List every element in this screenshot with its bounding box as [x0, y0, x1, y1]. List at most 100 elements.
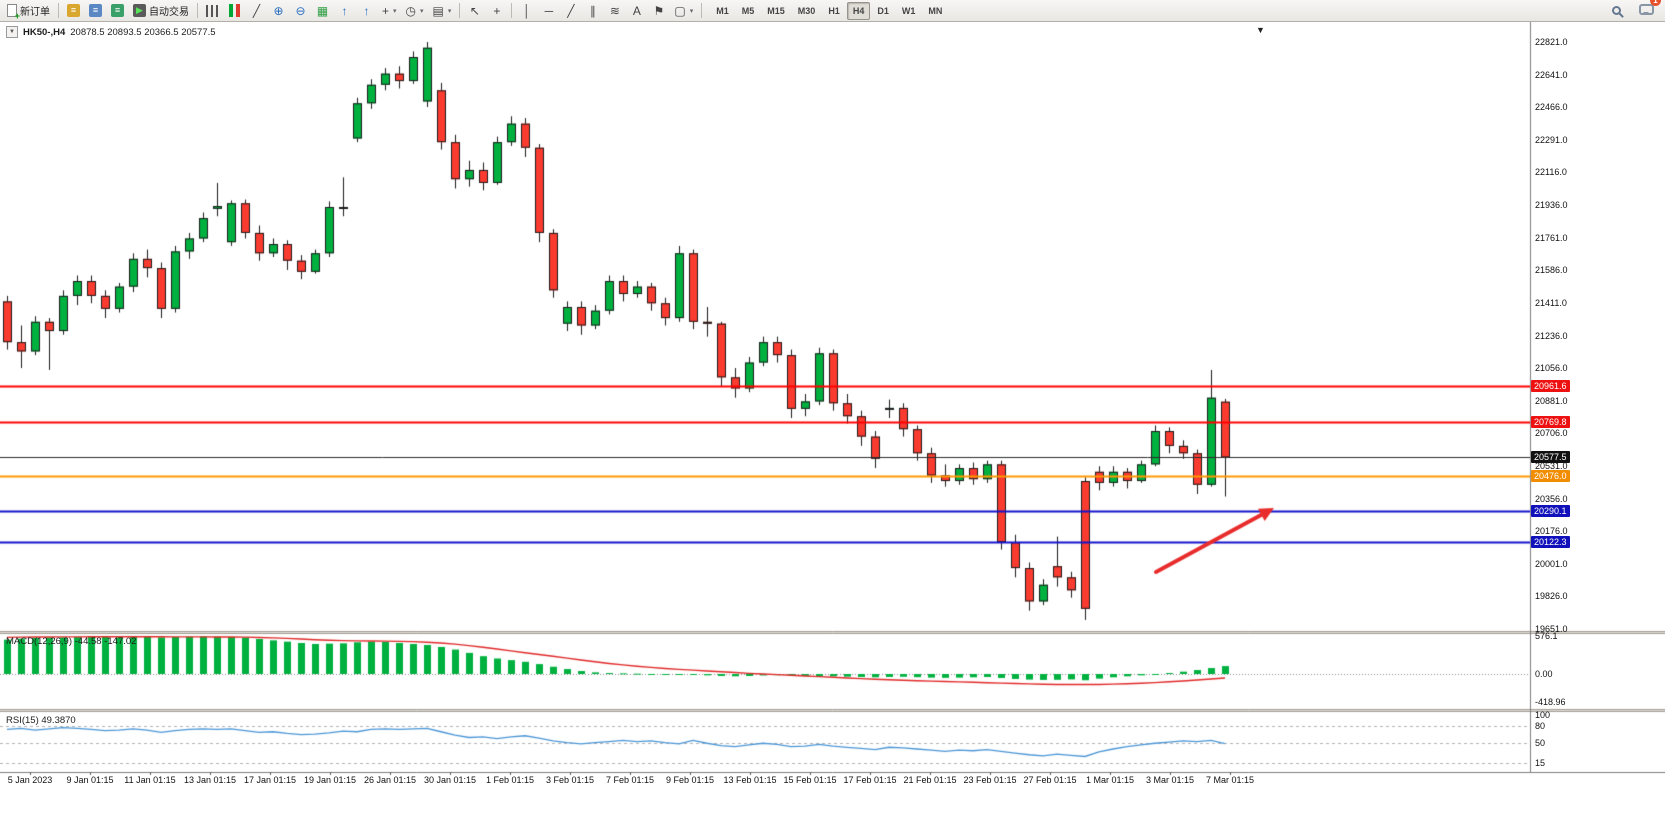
template-icon: ▤	[432, 3, 444, 18]
cursor-icon: ↖	[469, 3, 480, 18]
chevron-down-icon: ▾	[447, 7, 452, 15]
price-tag: 20290.1	[1531, 504, 1570, 517]
fibonacci-icon: ≋	[609, 3, 620, 18]
timeframe-button-m5[interactable]: M5	[736, 2, 761, 20]
time-axis-label: 5 Jan 2023	[7, 775, 53, 785]
price-tag: 20577.5	[1531, 451, 1570, 464]
timeframe-toolbar: M1 M5 M15 M30 H1 H4 D1 W1 MN	[710, 1, 948, 20]
time-axis-label: 7 Mar 01:15	[1205, 775, 1255, 785]
autotrading-button[interactable]: ▶ 自动交易	[129, 1, 193, 21]
bar-chart-button[interactable]	[202, 1, 223, 21]
time-axis-label: 3 Mar 01:15	[1145, 775, 1195, 785]
autotrading-icon: ▶	[133, 4, 146, 17]
horizontal-line-button[interactable]: ─	[538, 1, 559, 21]
tile-windows-button[interactable]: ▦	[312, 1, 333, 21]
new-order-button[interactable]: 新订单	[3, 1, 54, 21]
period-selector-button[interactable]: ◷ ▾	[402, 1, 428, 21]
price-axis-label: 22291.0	[1535, 134, 1568, 145]
price-tag: 20961.6	[1531, 380, 1570, 393]
channel-icon: ∥	[589, 3, 596, 18]
search-button[interactable]	[1606, 1, 1627, 21]
text-tool-icon: A	[632, 3, 641, 18]
rsi-scale-label: 50	[1535, 738, 1546, 749]
horizontal-line-icon: ─	[544, 3, 554, 18]
market-watch-button[interactable]: ≡	[63, 1, 84, 21]
time-axis-label: 13 Jan 01:15	[183, 775, 237, 785]
rsi-scale-label: 100	[1535, 709, 1551, 720]
toolbar-separator	[511, 3, 513, 18]
new-order-label: 新订单	[20, 7, 50, 18]
line-chart-button[interactable]: ╱	[246, 1, 267, 21]
crosshair-icon: +	[493, 3, 501, 18]
price-axis-label: 21411.0	[1535, 297, 1567, 308]
time-axis-label: 21 Feb 01:15	[903, 775, 957, 785]
price-axis-label: 20706.0	[1535, 428, 1568, 439]
price-axis-label: 22821.0	[1535, 37, 1568, 47]
navigator-button[interactable]: ≡	[107, 1, 128, 21]
time-axis-label: 30 Jan 01:15	[423, 775, 477, 785]
navigator-icon: ≡	[111, 4, 124, 17]
timeframe-button-m15[interactable]: M15	[761, 2, 791, 20]
zoom-out-button[interactable]: ⊖	[290, 1, 311, 21]
toolbar-separator	[58, 3, 59, 18]
indicators-button[interactable]: ↑	[334, 1, 355, 21]
search-icon	[1612, 6, 1621, 15]
price-axis-label: 20881.0	[1535, 395, 1568, 406]
vertical-line-button[interactable]: │	[516, 1, 537, 21]
rsi-scale-label: 80	[1535, 721, 1546, 731]
timeframe-button-m1[interactable]: M1	[710, 2, 735, 20]
bar-chart-icon	[206, 4, 219, 17]
time-axis-label: 7 Feb 01:15	[605, 775, 655, 785]
price-axis-label: 20531.0	[1535, 460, 1568, 471]
zoom-out-icon: ⊖	[295, 3, 306, 18]
time-axis-label: 27 Feb 01:15	[1023, 775, 1077, 785]
price-tag: 20122.3	[1531, 535, 1570, 548]
timeframe-button-h1[interactable]: H1	[822, 2, 846, 20]
chart-shift-marker[interactable]: ▼	[1256, 25, 1265, 35]
time-axis-label: 26 Jan 01:15	[363, 775, 417, 785]
timeframe-button-w1[interactable]: W1	[896, 2, 922, 20]
shapes-icon: ▢	[674, 3, 686, 18]
trendline-button[interactable]: ╱	[560, 1, 581, 21]
chart-title-bar: ▼ HK50-,H4 20878.5 20893.5 20366.5 20577…	[4, 26, 218, 38]
time-axis-label: 23 Feb 01:15	[963, 775, 1017, 785]
zoom-in-button[interactable]: ⊕	[268, 1, 289, 21]
chevron-down-icon: ▾	[393, 7, 397, 15]
price-axis-label: 21761.0	[1535, 232, 1568, 243]
vertical-line-icon: │	[523, 3, 531, 18]
add-indicator-button[interactable]: + ▾	[378, 1, 401, 21]
new-order-icon	[7, 4, 20, 21]
price-tag: 20476.0	[1531, 470, 1570, 483]
shapes-button[interactable]: ▢ ▾	[670, 1, 697, 21]
chart-objects-icon: ↑	[363, 3, 370, 18]
time-axis-label: 1 Mar 01:15	[1085, 775, 1135, 785]
timeframe-button-m30[interactable]: M30	[792, 2, 822, 20]
autotrading-label: 自动交易	[149, 7, 189, 18]
chart-collapse-button[interactable]: ▼	[6, 26, 18, 38]
timeframe-button-d1[interactable]: D1	[871, 2, 895, 20]
time-axis-label: 15 Feb 01:15	[783, 775, 837, 785]
chart-ohlc-values: 20878.5 20893.5 20366.5 20577.5	[70, 26, 216, 38]
cursor-button[interactable]: ↖	[464, 1, 485, 21]
fibonacci-button[interactable]: ≋	[604, 1, 625, 21]
template-button[interactable]: ▤ ▾	[429, 1, 456, 21]
zoom-in-icon: ⊕	[273, 3, 284, 18]
chart-region: ▼ HK50-,H4 20878.5 20893.5 20366.5 20577…	[0, 22, 1665, 840]
chart-canvas[interactable]	[0, 22, 1665, 840]
channel-button[interactable]: ∥	[582, 1, 603, 21]
price-axis-label: 20176.0	[1535, 526, 1568, 537]
timeframe-button-h4[interactable]: H4	[846, 1, 871, 20]
price-axis-label: 20356.0	[1535, 493, 1568, 504]
time-axis-label: 17 Feb 01:15	[843, 775, 897, 785]
data-window-button[interactable]: ≡	[85, 1, 106, 21]
chat-button[interactable]: 1	[1639, 0, 1661, 20]
label-flag-button[interactable]: ⚑	[648, 1, 669, 21]
rsi-scale-label: 15	[1535, 758, 1546, 769]
text-tool-button[interactable]: A	[626, 1, 647, 21]
candlestick-chart-button[interactable]	[224, 1, 245, 21]
timeframe-button-mn[interactable]: MN	[922, 2, 948, 20]
macd-scale-label: 576.1	[1535, 630, 1558, 641]
price-tag: 20769.8	[1531, 415, 1570, 428]
crosshair-button[interactable]: +	[486, 1, 507, 21]
chart-objects-button[interactable]: ↑	[356, 1, 377, 21]
